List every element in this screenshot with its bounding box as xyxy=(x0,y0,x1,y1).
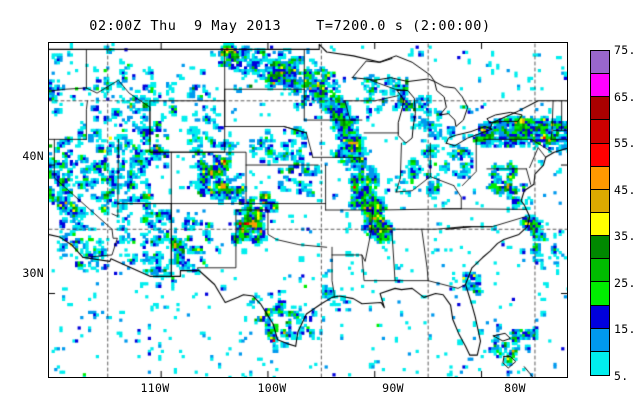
figure-title: 02:00Z Thu 9 May 2013 T=7200.0 s (2:00:0… xyxy=(89,18,491,34)
x-tick-label-90w: 90W xyxy=(382,381,404,395)
colorbar-band-20-25 xyxy=(591,282,609,306)
colorbar-band-35-40 xyxy=(591,212,609,237)
colorbar-band-65-70 xyxy=(591,74,609,98)
colorbar-tick-15: 15. xyxy=(614,322,636,337)
colorbar-tick-55: 55. xyxy=(614,136,636,151)
colorbar-band-60-65 xyxy=(591,97,609,121)
colorbar-band-30-35 xyxy=(591,236,609,260)
colorbar-tick-5: 5. xyxy=(614,369,629,383)
map-panel xyxy=(48,42,568,378)
colorbar-band-40-45 xyxy=(591,189,609,213)
colorbar-tick-35: 35. xyxy=(614,229,636,244)
colorbar-band-50-55 xyxy=(591,143,609,167)
y-tick-label-30n: 30N xyxy=(22,266,44,280)
colorbar-tick-65: 65. xyxy=(614,89,636,104)
x-tick-label-110w: 110W xyxy=(140,381,170,395)
reflectivity-colorbar xyxy=(590,50,610,376)
x-tick-label-100w: 100W xyxy=(257,381,287,395)
colorbar-band-25-30 xyxy=(591,259,609,283)
colorbar-tick-25: 25. xyxy=(614,275,636,290)
colorbar-band-10-15 xyxy=(591,328,609,352)
colorbar-tick-75: 75. xyxy=(614,43,636,57)
y-tick-label-40n: 40N xyxy=(22,149,44,163)
colorbar-band-70-75 xyxy=(591,51,609,75)
colorbar-band-15-20 xyxy=(591,305,609,329)
x-tick-label-80w: 80W xyxy=(504,381,526,395)
colorbar-band-5-10 xyxy=(591,351,609,375)
colorbar-band-45-50 xyxy=(591,166,609,190)
colorbar-tick-45: 45. xyxy=(614,182,636,197)
colorbar-band-55-60 xyxy=(591,120,609,144)
radar-reflectivity-canvas xyxy=(49,43,567,377)
